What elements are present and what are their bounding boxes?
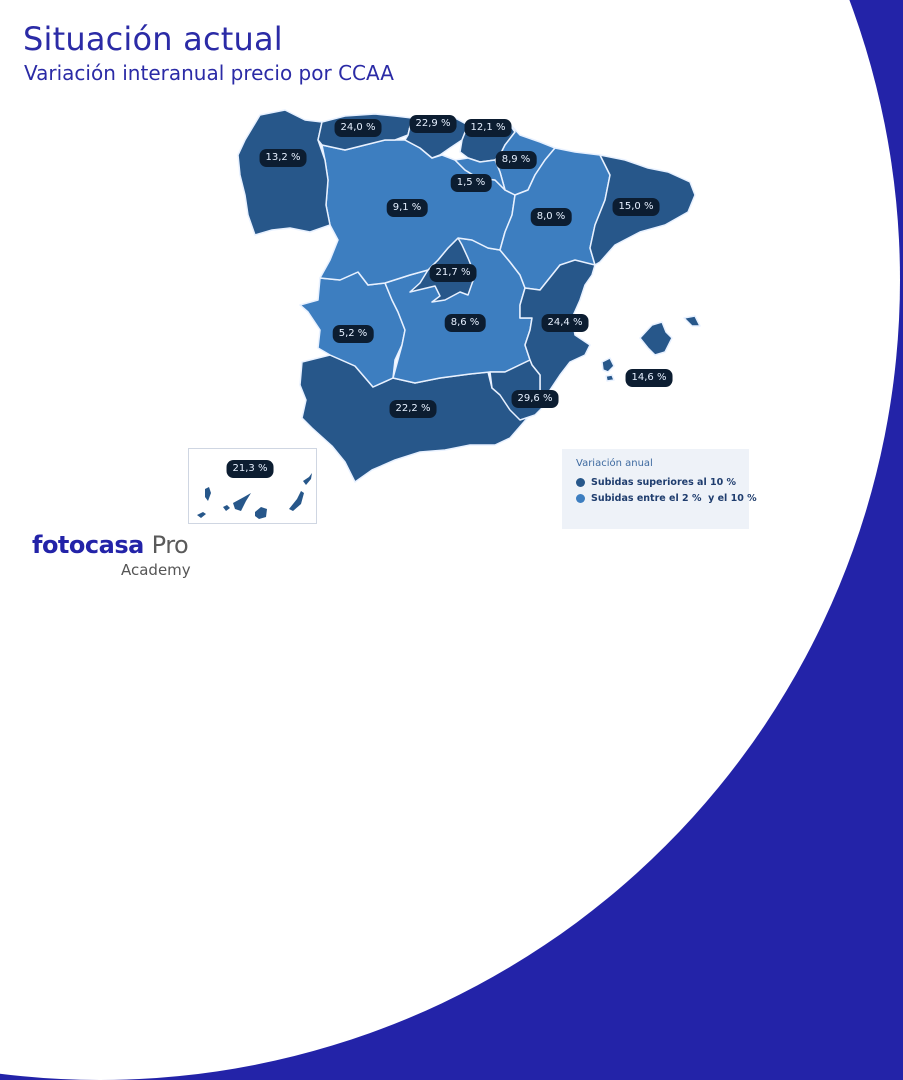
legend-dot-dark	[576, 478, 585, 487]
region-label-la-rioja: 1,5 %	[450, 174, 492, 192]
logo-tagline: Academy	[121, 561, 191, 579]
region-label-aragon: 8,0 %	[530, 208, 572, 226]
logo-brand: fotocasa	[32, 531, 144, 559]
region-label-asturias: 24,0 %	[334, 119, 382, 137]
canarias-map	[197, 473, 312, 519]
region-label-castilla-la-mancha: 8,6 %	[444, 314, 486, 332]
page-subtitle: Variación interanual precio por CCAA	[24, 61, 394, 85]
region-label-madrid: 21,7 %	[429, 264, 477, 282]
region-label-baleares: 14,6 %	[625, 369, 673, 387]
region-label-castilla-y-leon: 9,1 %	[386, 199, 428, 217]
island-el-hierro[interactable]	[197, 512, 206, 518]
legend-label-high: Subidas superiores al 10 %	[591, 477, 737, 488]
spain-map	[237, 109, 701, 483]
island-fuerteventura[interactable]	[289, 491, 304, 511]
island-la-gomera[interactable]	[223, 505, 230, 511]
logo-suffix: Pro	[151, 531, 189, 559]
island-la-palma[interactable]	[205, 487, 211, 501]
legend-label-medium: Subidas entre el 2 % y el 10 %	[591, 493, 757, 504]
region-label-murcia: 29,6 %	[511, 390, 559, 408]
island-gran-canaria[interactable]	[255, 507, 267, 519]
region-galicia[interactable]	[237, 109, 331, 236]
region-label-pais-vasco: 12,1 %	[464, 119, 512, 137]
region-label-navarra: 8,9 %	[495, 151, 537, 169]
fotocasa-logo: fotocasa Pro	[32, 531, 189, 559]
page-title: Situación actual	[23, 20, 283, 58]
legend-item-high: Subidas superiores al 10 %	[576, 477, 736, 488]
map-legend: Variación anual Subidas superiores al 10…	[562, 449, 757, 529]
region-baleares-formentera[interactable]	[605, 374, 615, 382]
region-label-canarias: 21,3 %	[226, 460, 274, 478]
legend-item-medium: Subidas entre el 2 % y el 10 %	[576, 493, 757, 504]
island-lanzarote[interactable]	[303, 473, 312, 485]
region-baleares-ibiza[interactable]	[601, 357, 615, 373]
legend-dot-light	[576, 494, 585, 503]
legend-title: Variación anual	[576, 458, 653, 469]
region-label-extremadura: 5,2 %	[332, 325, 374, 343]
region-label-galicia: 13,2 %	[259, 149, 307, 167]
region-label-andalucia: 22,2 %	[389, 400, 437, 418]
region-label-cantabria: 22,9 %	[409, 115, 457, 133]
region-label-valenciana: 24,4 %	[541, 314, 589, 332]
region-label-cataluna: 15,0 %	[612, 198, 660, 216]
region-baleares-menorca[interactable]	[683, 315, 701, 327]
region-baleares-mallorca[interactable]	[639, 321, 673, 356]
island-tenerife[interactable]	[233, 493, 251, 511]
